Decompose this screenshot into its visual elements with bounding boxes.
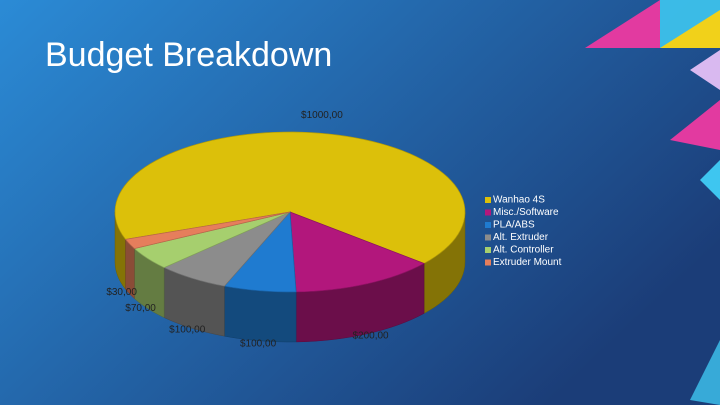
legend-swatch xyxy=(485,247,491,253)
slice xyxy=(223,211,297,343)
legend-label: Misc./Software xyxy=(493,207,559,218)
legend-swatch xyxy=(485,234,491,241)
slice xyxy=(289,211,425,343)
decoration xyxy=(585,0,720,405)
slice xyxy=(114,131,466,314)
slice xyxy=(133,211,291,318)
pie-chart: $1000,00 $200,00 $100,00 $100,00 $70,00 $30,0… xyxy=(106,110,466,349)
data-label: $100,00 xyxy=(240,338,277,349)
legend-label: Extruder Mount xyxy=(493,257,562,268)
legend-label: Alt. Controller xyxy=(493,245,554,256)
slice xyxy=(124,211,291,300)
legend-label: Alt. Extruder xyxy=(493,232,549,243)
data-label: $30,00 xyxy=(106,287,137,298)
data-label: $200,00 xyxy=(352,331,389,342)
legend-swatch xyxy=(485,197,491,203)
legend-swatch xyxy=(485,209,491,216)
data-label: $1000,00 xyxy=(301,110,343,121)
legend-swatch xyxy=(485,259,491,266)
slide-title: Budget Breakdown xyxy=(45,36,332,74)
data-label: $70,00 xyxy=(125,303,156,314)
legend-label: Wanhao 4S xyxy=(493,195,545,206)
data-label: $100,00 xyxy=(169,325,206,336)
legend-label: PLA/ABS xyxy=(493,220,535,231)
slice xyxy=(163,211,291,337)
legend-swatch xyxy=(485,222,491,228)
